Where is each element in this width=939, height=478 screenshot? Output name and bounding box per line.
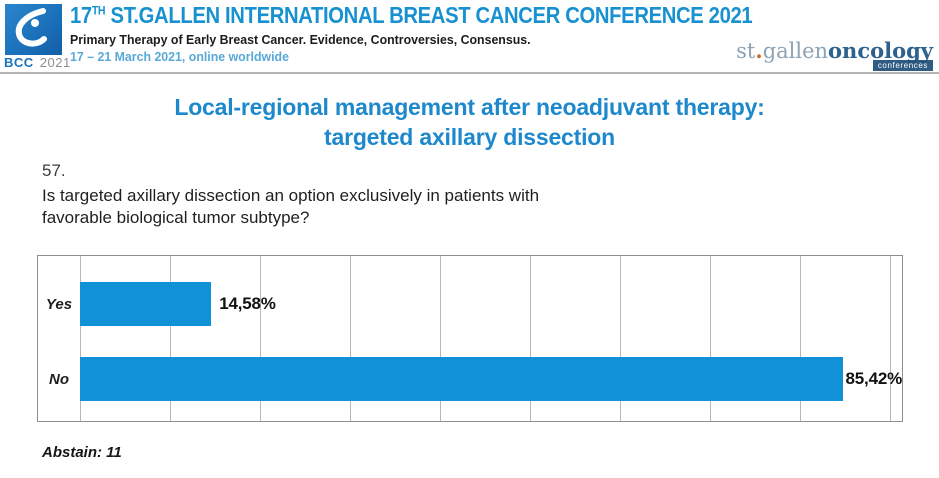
slide-title-line1: Local-regional management after neoadjuv…	[174, 94, 765, 120]
question-line2: favorable biological tumor subtype?	[42, 208, 310, 227]
conference-title-number: 17	[70, 2, 92, 28]
org-logo-oncology: oncology	[828, 38, 933, 63]
value-label-yes: 14,58%	[219, 294, 276, 313]
bcc-logo-year: 2021	[39, 55, 71, 70]
chart-gridline	[170, 256, 171, 421]
question-line1: Is targeted axillary dissection an optio…	[42, 186, 540, 205]
question-number: 57.	[42, 161, 66, 180]
chart-row-yes: Yes 14,58%	[38, 282, 902, 326]
drop-icon	[15, 8, 47, 47]
abstain-footnote: Abstain: 11	[42, 444, 122, 461]
bcc-logo-acronym: BCC	[4, 55, 34, 70]
value-label-no: 85,42%	[845, 369, 903, 388]
conference-subtitle: Primary Therapy of Early Breast Cancer. …	[70, 32, 531, 47]
poll-results-chart: Yes 14,58% No 85,42%	[37, 255, 903, 422]
chart-gridline	[530, 256, 531, 421]
bar-yes	[80, 282, 212, 326]
chart-gridline	[620, 256, 621, 421]
slide-title-line2: targeted axillary dissection	[324, 124, 615, 150]
header-divider	[0, 72, 939, 74]
conference-title-ordinal: TH	[91, 3, 106, 18]
conference-header: 17TH ST.GALLEN INTERNATIONAL BREAST CANC…	[70, 2, 845, 64]
category-label-no: No	[49, 370, 69, 388]
chart-gridline	[800, 256, 801, 421]
orange-dot-icon: .	[755, 38, 763, 63]
bar-no	[80, 357, 843, 401]
chart-gridline	[440, 256, 441, 421]
stgallen-oncology-logo: st.gallenoncology conferences	[736, 38, 933, 71]
chart-gridline	[260, 256, 261, 421]
chart-gridline	[350, 256, 351, 421]
bcc-logo-mark	[5, 4, 62, 55]
org-logo-gallen: gallen	[762, 39, 829, 63]
question-block: 57. Is targeted axillary dissection an o…	[42, 160, 539, 229]
conference-title: 17TH ST.GALLEN INTERNATIONAL BREAST CANC…	[70, 2, 753, 29]
chart-gridline	[80, 256, 81, 421]
bcc-logo-caption: BCC 2021	[4, 55, 74, 70]
chart-gridline	[890, 256, 891, 421]
conference-title-rest: ST.GALLEN INTERNATIONAL BREAST CANCER CO…	[105, 2, 753, 28]
chart-gridline	[710, 256, 711, 421]
slide-title: Local-regional management after neoadjuv…	[0, 92, 939, 152]
chart-row-no: No 85,42%	[38, 357, 902, 401]
org-logo-st: st	[736, 39, 756, 63]
category-label-yes: Yes	[45, 295, 73, 313]
org-logo-conferences-badge: conferences	[872, 60, 933, 71]
chart-gridlines	[80, 256, 901, 421]
conference-dates: 17 – 21 March 2021, online worldwide	[70, 49, 289, 64]
